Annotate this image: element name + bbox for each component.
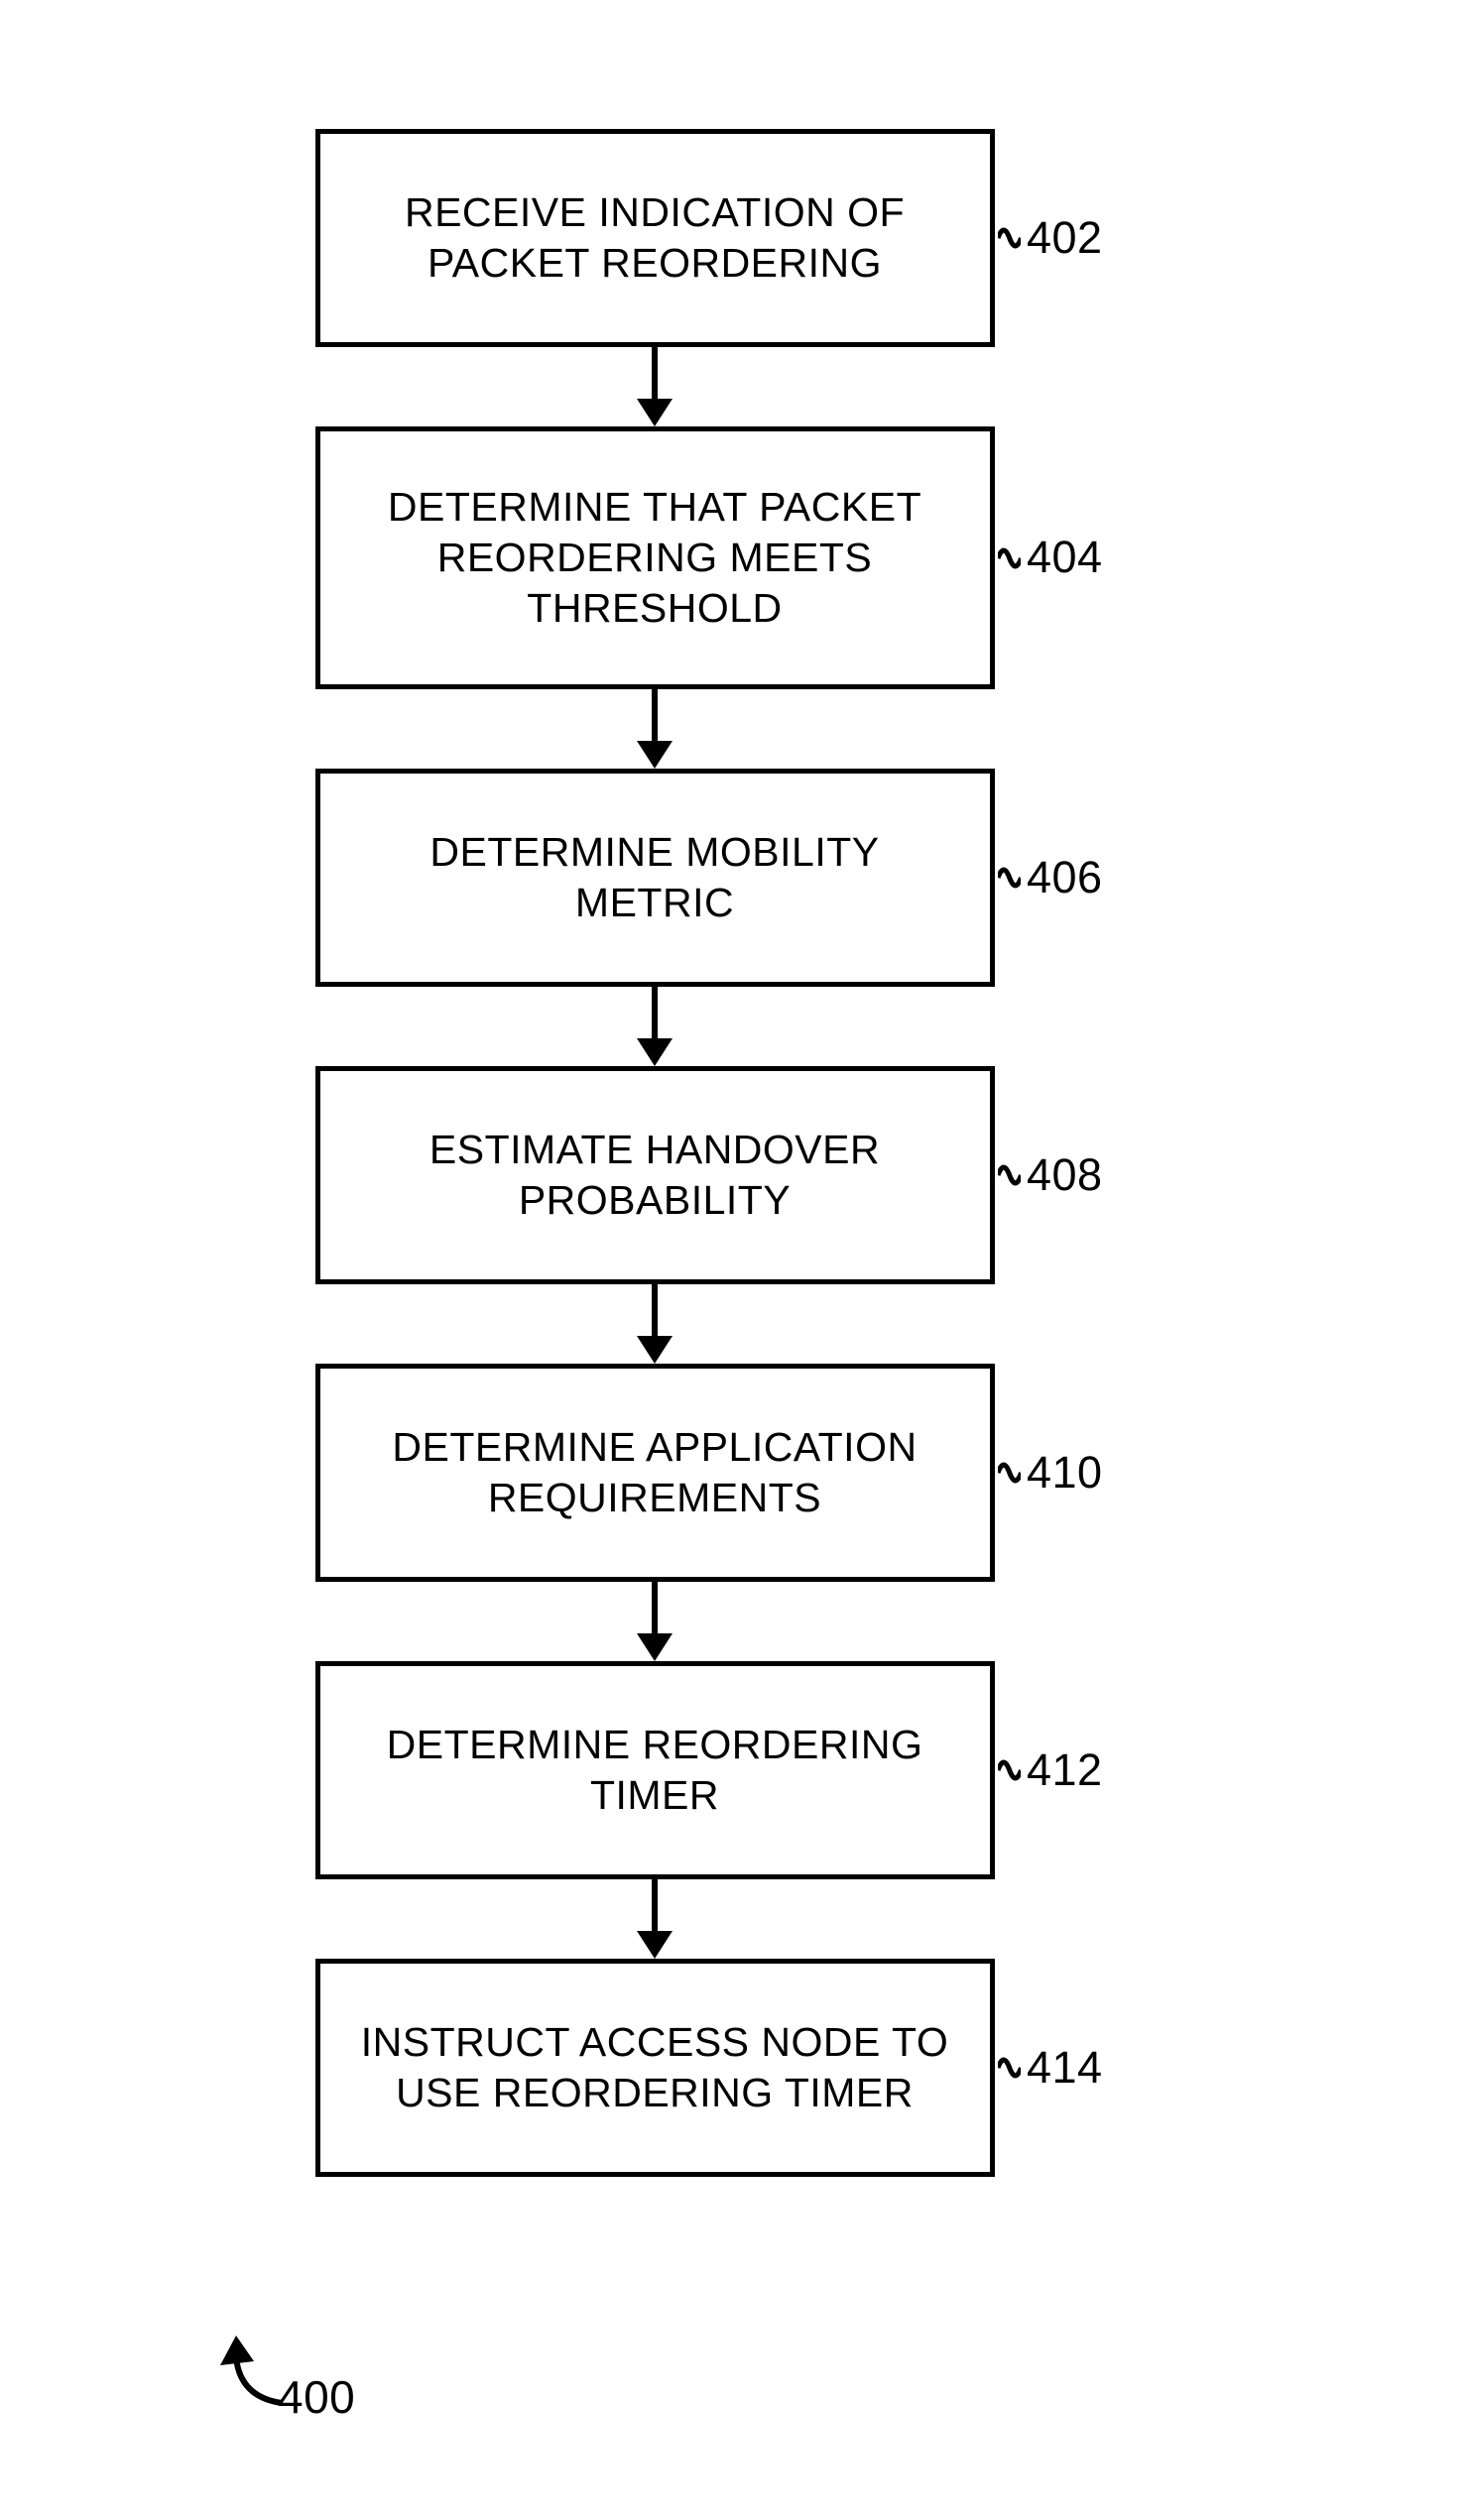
flow-arrow-head [637, 741, 673, 769]
flow-step-reference-label: 414 [1027, 2042, 1103, 2094]
flow-step-box: INSTRUCT ACCESS NODE TOUSE REORDERING TI… [315, 1959, 995, 2177]
flow-arrow-head [637, 1931, 673, 1959]
flow-step-text: ESTIMATE HANDOVERPROBABILITY [410, 1115, 900, 1237]
reference-connector [998, 1155, 1022, 1195]
flow-step-box: DETERMINE APPLICATIONREQUIREMENTS [315, 1364, 995, 1582]
flow-step-reference-label: 410 [1027, 1447, 1103, 1499]
figure-reference-label: 400 [278, 2370, 355, 2424]
flow-arrow-stem [652, 689, 658, 741]
flow-step-reference-label: 412 [1027, 1744, 1103, 1796]
reference-connector [998, 1750, 1022, 1790]
flow-step-text: INSTRUCT ACCESS NODE TOUSE REORDERING TI… [341, 2007, 968, 2129]
flow-step-reference-label: 404 [1027, 532, 1103, 583]
flow-step-text: DETERMINE THAT PACKETREORDERING MEETSTHR… [368, 472, 941, 645]
flow-step-text: DETERMINE MOBILITYMETRIC [410, 817, 899, 939]
flow-arrow-stem [652, 1284, 658, 1336]
reference-connector [998, 2048, 1022, 2088]
flow-arrow-stem [652, 1582, 658, 1633]
reference-connector [998, 858, 1022, 898]
flow-arrow-head [637, 1336, 673, 1364]
reference-connector [998, 218, 1022, 258]
flow-arrow-head [637, 399, 673, 426]
flow-step-text: RECEIVE INDICATION OFPACKET REORDERING [385, 178, 924, 300]
reference-connector [998, 539, 1022, 578]
flow-arrow-stem [652, 987, 658, 1038]
flow-step-text: DETERMINE APPLICATIONREQUIREMENTS [372, 1412, 936, 1534]
flow-step-reference-label: 406 [1027, 852, 1103, 903]
flow-step-text: DETERMINE REORDERINGTIMER [367, 1710, 943, 1832]
flow-step-box: DETERMINE MOBILITYMETRIC [315, 769, 995, 987]
flow-arrow-head [637, 1038, 673, 1066]
flow-step-box: DETERMINE REORDERINGTIMER [315, 1661, 995, 1879]
reference-connector [998, 1453, 1022, 1493]
flow-step-box: DETERMINE THAT PACKETREORDERING MEETSTHR… [315, 426, 995, 689]
flow-arrow-stem [652, 347, 658, 399]
flowchart-canvas: RECEIVE INDICATION OFPACKET REORDERING 40… [0, 0, 1470, 2520]
flow-step-reference-label: 402 [1027, 212, 1103, 264]
flow-step-box: RECEIVE INDICATION OFPACKET REORDERING [315, 129, 995, 347]
flow-arrow-head [637, 1633, 673, 1661]
flow-step-reference-label: 408 [1027, 1149, 1103, 1201]
flow-step-box: ESTIMATE HANDOVERPROBABILITY [315, 1066, 995, 1284]
flow-arrow-stem [652, 1879, 658, 1931]
